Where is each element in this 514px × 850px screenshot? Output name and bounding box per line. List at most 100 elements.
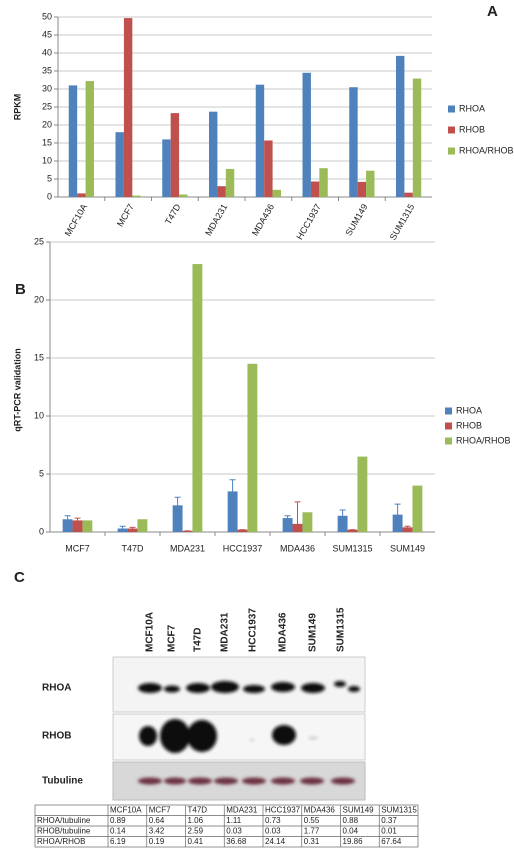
table-cell: 0.55 [304,816,320,825]
lane-label: MCF10A [145,612,156,652]
panel-label: C [14,569,25,586]
y-tick-label: 5 [47,173,52,183]
legend-swatch [445,407,452,415]
y-axis-label: qRT-PCR validation [12,348,22,432]
y-tick-label: 25 [42,101,52,111]
bar [272,189,281,197]
bar [292,523,303,532]
bar [62,519,73,532]
table-row-label: RHOB/tubuline [37,826,91,835]
table-header: T47D [188,805,208,814]
bar [402,527,413,532]
table-cell: 36.68 [226,837,247,846]
bar [264,140,273,197]
bar [72,520,83,532]
x-tick-label: HCC1937 [223,543,263,553]
panel-label: A [487,3,498,20]
x-tick-label: SUM149 [390,543,425,553]
bar [115,132,124,197]
x-tick-label: MCF7 [65,543,90,553]
y-tick-label: 50 [42,11,52,21]
bar [225,168,235,197]
x-tick-label: HCC1937 [294,202,322,241]
table-cell: 67.64 [381,837,402,846]
blot-images [112,656,366,801]
bar [132,195,141,197]
lane-label: HCC1937 [248,608,259,652]
legend-swatch [448,147,455,155]
table-header: SUM149 [343,805,375,814]
error-bar [174,496,181,506]
table-cell: 24.14 [265,837,286,846]
error-bar [229,479,236,492]
bar [302,72,311,197]
x-tick-label: MDA231 [170,543,205,553]
table-cell: 0.19 [149,837,165,846]
x-tick-label: SUM1315 [332,543,372,553]
x-tick-label: MDA231 [203,202,229,237]
y-tick-label: 30 [42,83,52,93]
bar [302,512,313,532]
y-tick-label: 25 [34,236,44,246]
x-tick-label: MDA436 [280,543,315,553]
x-tick-label: MCF10A [63,202,89,238]
y-tick-label: 15 [34,352,44,362]
table-cell: 0.04 [343,826,359,835]
table-cell: 0.88 [343,816,359,825]
y-tick-label: 35 [42,65,52,75]
table-cell: 0.41 [188,837,204,846]
legend-label: RHOA/RHOB [459,145,514,155]
bar [396,55,405,197]
bar [404,192,413,197]
table-row-label: RHOA/RHOB [37,837,85,846]
y-tick-label: 0 [47,191,52,201]
bar [412,485,423,532]
bar [366,170,375,197]
bar [349,87,358,197]
bar [77,193,86,197]
bar [68,85,78,197]
table-header: MCF7 [149,805,171,814]
table-cell: 0.01 [381,826,397,835]
y-tick-label: 45 [42,29,52,39]
table-cell: 2.59 [188,826,204,835]
legend-label: RHOA/RHOB [456,435,511,445]
bar [247,363,258,532]
y-tick-label: 0 [39,526,44,536]
blot-row-label: RHOA [42,683,71,694]
bar [255,84,265,197]
error-bar [284,515,291,519]
error-bar [119,525,126,529]
legend-swatch [445,437,452,445]
bar [162,139,171,197]
bar [117,528,128,532]
x-tick-label: T47D [121,543,144,553]
legend-label: RHOB [459,124,485,134]
bar [310,181,320,197]
bar [217,186,226,197]
bar [357,181,367,197]
bar [182,530,193,532]
bar [319,168,328,197]
rhoa-bands [138,681,360,693]
bar [85,81,94,197]
bar [179,194,188,197]
bar [337,515,348,532]
bar [172,505,183,532]
legend-swatch [448,126,455,134]
table-cell: 0.89 [110,816,126,825]
lane-label: SUM149 [308,613,319,652]
lane-label: T47D [193,628,204,652]
error-bar [64,515,71,520]
bar [227,491,238,532]
table-cell: 0.31 [304,837,320,846]
error-bar [339,509,346,516]
bar [392,514,403,532]
table-header: SUM1315 [381,805,417,814]
table-cell: 0.73 [265,816,281,825]
bar [357,456,368,532]
error-bar [404,525,411,528]
y-tick-label: 20 [42,119,52,129]
